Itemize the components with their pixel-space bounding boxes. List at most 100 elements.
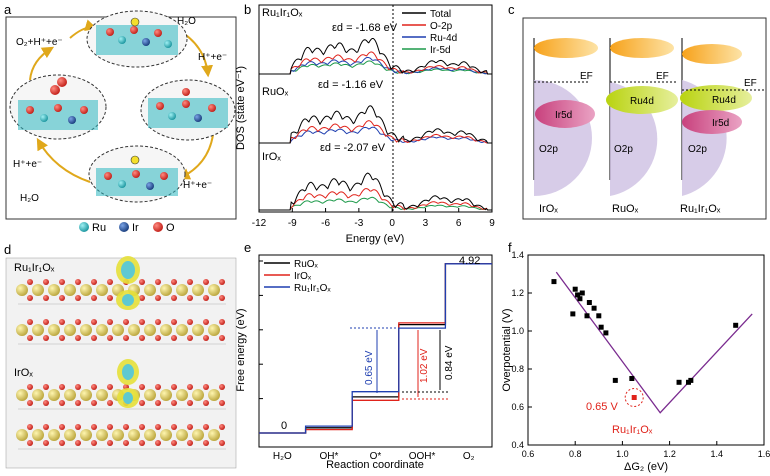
y-tick-label: 0.6: [511, 402, 524, 412]
metal-atom: [160, 429, 172, 441]
legend-ir5d: Ir-5d: [430, 45, 451, 56]
oxygen-atom: [27, 400, 33, 406]
oxygen-atom: [187, 279, 193, 285]
label-proton-bottom-right: H⁺+e⁻: [183, 180, 212, 191]
oxygen-atom: [91, 319, 97, 325]
x-tick-label: 1.4: [711, 449, 724, 459]
dos-curve-ru4d: [259, 56, 492, 75]
panel-letter-d: d: [4, 242, 11, 257]
fe-xlabel: Reaction coordinate: [326, 459, 424, 471]
data-point: [598, 324, 604, 330]
oxygen-atom: [75, 384, 81, 390]
highlight-name: Ru₁Ir₁Oₓ: [612, 424, 653, 436]
dos-panel-name-ruox: RuOₓ: [262, 86, 289, 98]
oxygen-atom: [107, 279, 113, 285]
x-tick-label: 9: [489, 218, 495, 229]
dos-legend: Total O-2p Ru-4d Ir-5d: [402, 9, 457, 56]
oxygen-atom: [123, 424, 129, 430]
metal-atom: [176, 429, 188, 441]
blue-gap-label: 0.65 eV: [364, 350, 375, 385]
metal-atom: [48, 284, 60, 296]
data-point: [596, 313, 602, 319]
x-tick-label: -12: [252, 218, 267, 229]
fe-end-value: 4.92: [459, 255, 480, 267]
panel-d: d Ru₁Ir₁Oₓ IrOₓ: [4, 242, 237, 469]
oxygen-atom: [107, 319, 113, 325]
oxygen-atom: [27, 335, 33, 341]
oxygen-atom: [155, 440, 161, 446]
oxygen-atom: [43, 295, 49, 301]
oxygen-atom: [203, 440, 209, 446]
x-tick-label: 3: [423, 218, 429, 229]
oxygen-atom: [139, 279, 145, 285]
data-point: [584, 313, 590, 319]
metal-atom: [208, 389, 220, 401]
y-tick-label: 1.0: [511, 326, 524, 336]
free-energy-y-ticks: [259, 260, 263, 434]
oxygen-atom: [155, 384, 161, 390]
metal-atom: [64, 429, 76, 441]
oxygen-atom: [107, 295, 113, 301]
volcano-ticks: 0.6 0.8 1.0 1.2 1.4 1.60.40.60.81.01.21.4: [511, 250, 770, 459]
structure-bottom: [88, 145, 186, 203]
dos-curve-total: [259, 172, 492, 211]
dos-panel-name-ru1ir1ox: Ru₁Ir₁Oₓ: [262, 7, 303, 19]
ef-label: EF: [580, 71, 593, 82]
oxygen-atom: [219, 295, 225, 301]
dos-curve-total: [259, 105, 492, 144]
legend-irox: IrOₓ: [294, 271, 312, 282]
oxygen-atom: [43, 319, 49, 325]
panel-e: e H₂O OH* O* OOH* O₂ Reaction coordinate Fre…: [235, 240, 493, 471]
metal-atom: [160, 389, 172, 401]
oxygen-atom: [123, 319, 129, 325]
band-label: Ir5d: [712, 118, 729, 129]
oxygen-atom: [187, 440, 193, 446]
slab-label-irox: IrOₓ: [14, 367, 33, 379]
metal-atom: [64, 324, 76, 336]
oxygen-atom: [75, 440, 81, 446]
panel-letter-e: e: [244, 240, 251, 255]
metal-atom: [144, 389, 156, 401]
metal-atom: [112, 324, 124, 336]
metal-atom: [80, 389, 92, 401]
metal-atom: [176, 324, 188, 336]
data-point: [591, 305, 597, 311]
x-tick-label: -6: [321, 218, 330, 229]
panel-letter-c: c: [508, 2, 515, 17]
metal-atom: [80, 429, 92, 441]
metal-atom: [208, 324, 220, 336]
oxygen-atom: [75, 424, 81, 430]
metal-atom: [176, 284, 188, 296]
metal-atom: [176, 389, 188, 401]
band-label: Ru4d: [630, 96, 654, 107]
oxygen-atom: [203, 424, 209, 430]
oxygen-atom: [219, 424, 225, 430]
band-column-ruox: EF Ru4d O2p RuOₓ: [606, 38, 678, 215]
oxygen-atom: [27, 319, 33, 325]
atom-legend: Ru Ir O: [79, 222, 175, 234]
oxygen-atom: [171, 384, 177, 390]
metal-atom: [160, 324, 172, 336]
x-tick-label: 0: [389, 218, 395, 229]
oxygen-atom: [27, 384, 33, 390]
unoccupied-band: [610, 38, 674, 58]
data-point: [575, 292, 581, 298]
column-title-ruox: RuOₓ: [612, 203, 639, 215]
fe-step-line-2: [259, 263, 492, 434]
charge-density-lobes: [116, 256, 140, 408]
oxygen-atom: [27, 279, 33, 285]
volcano-xlabel: ΔG₂ (eV): [624, 461, 668, 473]
y-tick-label: 1.2: [511, 288, 524, 298]
oxygen-atom: [43, 335, 49, 341]
metal-atom: [80, 284, 92, 296]
oxygen-atom: [43, 424, 49, 430]
oxygen-atom: [203, 384, 209, 390]
metal-atom: [144, 284, 156, 296]
data-point: [688, 377, 694, 383]
volcano-fit-line: [555, 271, 753, 414]
legend-total: Total: [430, 9, 451, 20]
oxygen-atom: [43, 440, 49, 446]
gap-annotations: 0.65 eV 1.02 eV 0.84 eV: [350, 327, 455, 400]
data-point: [570, 311, 576, 317]
